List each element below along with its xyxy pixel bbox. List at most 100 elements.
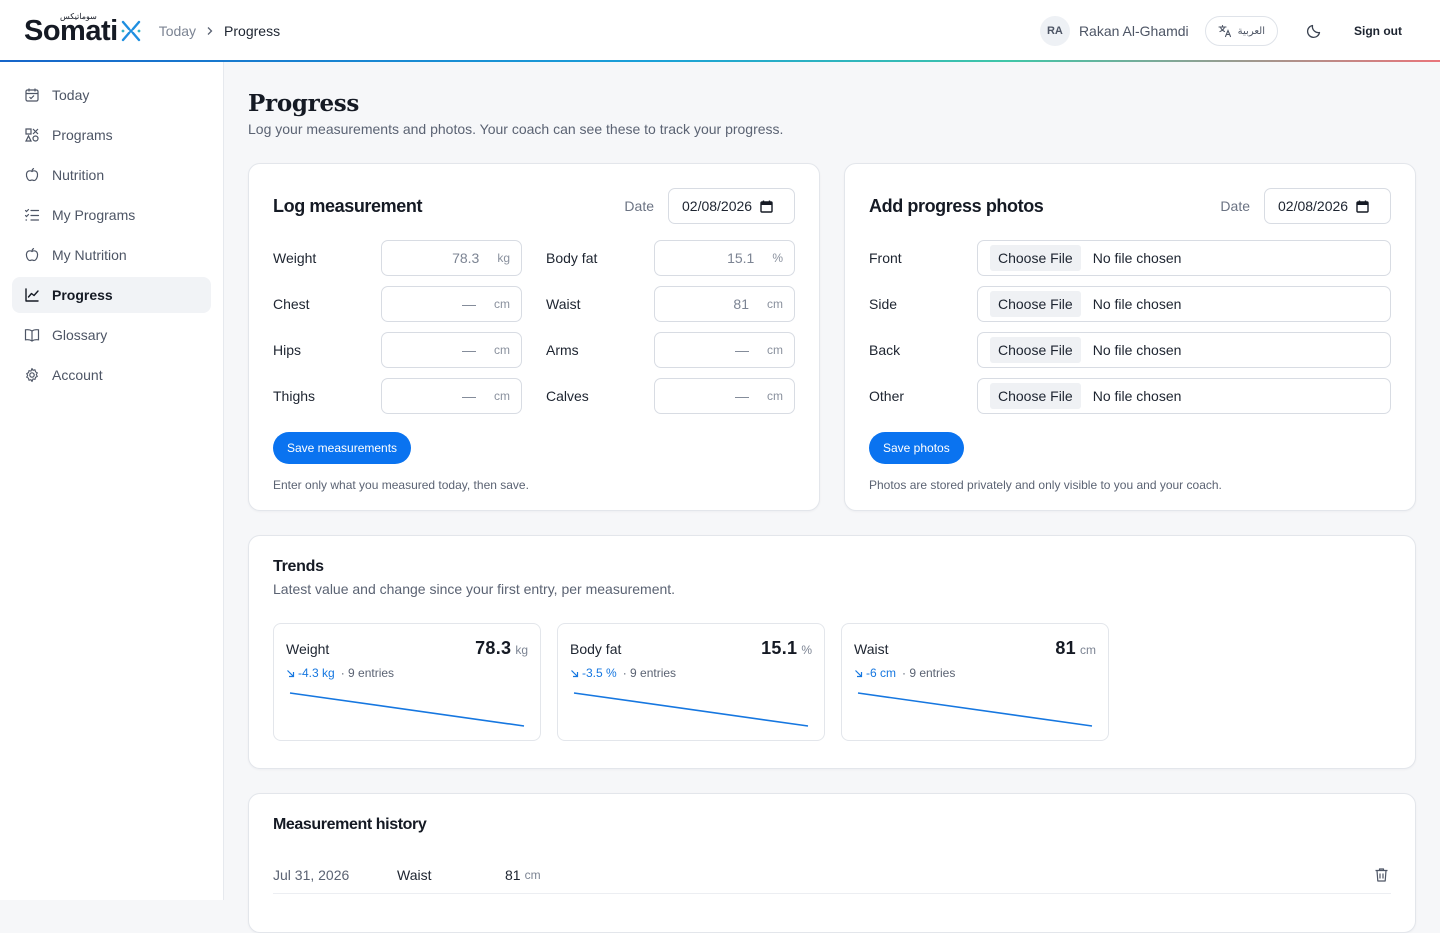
trend-unit: kg [515, 643, 528, 657]
log-measurement-card: Log measurement Date 02/08/2026 Weight 7… [248, 163, 820, 511]
trend-delta-value: -4.3 kg [298, 666, 335, 680]
date-label: Date [624, 198, 654, 214]
measurement-date-input[interactable]: 02/08/2026 [668, 188, 795, 224]
sidebar-item-my-nutrition[interactable]: My Nutrition [12, 237, 211, 273]
waist-input[interactable]: 81 cm [654, 286, 795, 322]
breadcrumb-current: Progress [224, 23, 281, 39]
sidebar-item-progress[interactable]: Progress [12, 277, 211, 313]
calves-value: — [735, 388, 749, 404]
gear-icon [26, 367, 38, 383]
trend-delta: -3.5 % [570, 666, 617, 680]
sidebar-item-my-programs[interactable]: My Programs [12, 197, 211, 233]
trends-title: Trends [273, 558, 324, 575]
arrow-down-right-icon [855, 669, 863, 677]
weight-value: 78.3 [452, 250, 480, 266]
chest-input[interactable]: — cm [381, 286, 522, 322]
logo-mark-icon [121, 20, 141, 42]
trend-value: 78.3 [475, 638, 512, 658]
choose-file-button[interactable]: Choose File [990, 245, 1081, 271]
calendar-picker-icon[interactable] [1356, 200, 1369, 213]
photos-hint: Photos are stored privately and only vis… [869, 478, 1222, 492]
hips-label: Hips [273, 342, 302, 358]
file-status: No file chosen [1092, 342, 1182, 358]
weight-input[interactable]: 78.3 kg [381, 240, 522, 276]
apple-icon [25, 247, 39, 262]
trend-card-weight[interactable]: Weight 78.3 kg -4.3 kg · 9 entries [273, 623, 541, 741]
front-photo-input[interactable]: Choose File No file chosen [977, 240, 1391, 276]
side-photo-input[interactable]: Choose File No file chosen [977, 286, 1391, 322]
trend-unit: cm [1080, 643, 1096, 657]
hips-unit: cm [494, 343, 510, 357]
moon-icon [1306, 24, 1321, 39]
hips-input[interactable]: — cm [381, 332, 522, 368]
arms-label: Arms [546, 342, 579, 358]
calves-unit: cm [767, 389, 783, 403]
language-toggle-button[interactable]: العربية [1204, 16, 1278, 46]
save-measurements-button[interactable]: Save measurements [273, 432, 412, 464]
history-title: Measurement history [273, 816, 427, 833]
log-measurement-title: Log measurement [273, 195, 423, 216]
sidebar-item-today[interactable]: Today [12, 77, 211, 113]
delete-entry-button[interactable] [1371, 865, 1391, 885]
body-fat-label: Body fat [546, 250, 598, 266]
breadcrumb: Today Progress [159, 23, 280, 39]
sidebar-item-nutrition[interactable]: Nutrition [12, 157, 211, 193]
choose-file-button[interactable]: Choose File [990, 291, 1081, 317]
theme-toggle-button[interactable] [1300, 17, 1328, 45]
trend-unit: % [801, 643, 812, 657]
choose-file-button[interactable]: Choose File [990, 337, 1081, 363]
history-unit: cm [524, 867, 541, 882]
table-row: Jul 31, 2026 Waist 81 cm [273, 864, 1391, 894]
arms-input[interactable]: — cm [654, 332, 795, 368]
photo-fields: Front Choose File No file chosen Side Ch… [869, 240, 1391, 414]
waist-value: 81 [733, 296, 749, 312]
weight-unit: kg [497, 251, 510, 265]
page-title: Progress [248, 90, 360, 117]
sidebar-item-account[interactable]: Account [12, 357, 211, 393]
side-photo-label: Side [869, 296, 898, 312]
save-photos-button[interactable]: Save photos [869, 432, 964, 464]
thighs-input[interactable]: — cm [381, 378, 522, 414]
choose-file-button[interactable]: Choose File [990, 383, 1081, 409]
history-value: 81 [505, 866, 521, 883]
trend-card-body-fat[interactable]: Body fat 15.1 % -3.5 % · 9 entries [557, 623, 825, 741]
back-photo-label: Back [869, 342, 901, 358]
logo-tagline: سوماتيكس [60, 11, 97, 21]
back-photo-input[interactable]: Choose File No file chosen [977, 332, 1391, 368]
thighs-value: — [462, 388, 476, 404]
body-fat-input[interactable]: 15.1 % [654, 240, 795, 276]
avatar[interactable]: RA [1039, 16, 1070, 46]
arms-unit: cm [767, 343, 783, 357]
trend-entries: · 9 entries [340, 666, 395, 680]
trend-value: 15.1 [761, 638, 798, 658]
top-header: Somati سوماتيكس Today Progress RA Rakan … [0, 0, 1440, 62]
app-logo[interactable]: Somati سوماتيكس [24, 11, 142, 48]
calves-input[interactable]: — cm [654, 378, 795, 414]
calendar-picker-icon[interactable] [760, 200, 773, 213]
trend-delta: -6 cm [854, 666, 896, 680]
sign-out-button[interactable]: Sign out [1354, 24, 1402, 38]
trend-card-waist[interactable]: Waist 81 cm -6 cm · 9 entries [841, 623, 1109, 741]
date-label: Date [1220, 198, 1250, 214]
other-photo-input[interactable]: Choose File No file chosen [977, 378, 1391, 414]
sidebar-item-label: Glossary [52, 327, 108, 343]
trend-name: Body fat [570, 641, 622, 657]
file-status: No file chosen [1092, 250, 1182, 266]
body-fat-value: 15.1 [727, 250, 755, 266]
waist-unit: cm [767, 297, 783, 311]
breadcrumb-today-link[interactable]: Today [158, 23, 197, 39]
page-subtitle: Log your measurements and photos. Your c… [248, 121, 784, 137]
sidebar-item-label: Programs [52, 127, 113, 143]
sidebar-item-glossary[interactable]: Glossary [12, 317, 211, 353]
calendar-icon [25, 88, 39, 102]
sidebar-item-label: Account [52, 367, 103, 383]
sidebar-item-label: Today [52, 87, 90, 103]
trend-name: Weight [286, 641, 330, 657]
photo-date-input[interactable]: 02/08/2026 [1264, 188, 1391, 224]
sidebar-item-programs[interactable]: Programs [12, 117, 211, 153]
line-chart-icon [25, 288, 39, 302]
file-status: No file chosen [1092, 296, 1182, 312]
trend-name: Waist [854, 641, 889, 657]
waist-label: Waist [546, 296, 581, 312]
waist-sparkline [857, 692, 1093, 727]
